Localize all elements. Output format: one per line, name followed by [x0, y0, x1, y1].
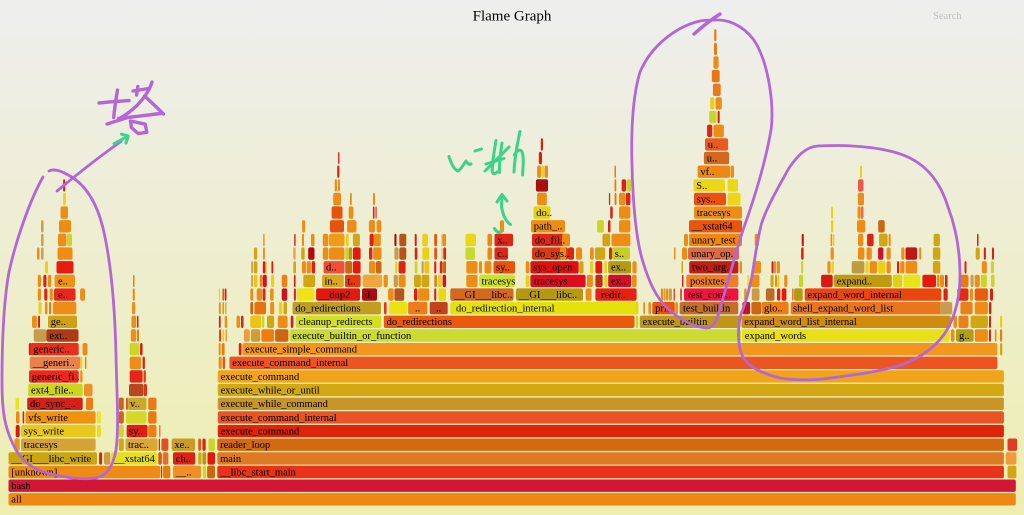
- svg-text:d..: d..: [365, 290, 376, 301]
- svg-text:do_redirections: do_redirections: [295, 304, 360, 315]
- svg-text:redir..: redir..: [601, 290, 626, 301]
- svg-text:do_sync_..: do_sync_..: [30, 399, 76, 410]
- svg-text:execute_simple_command: execute_simple_command: [245, 345, 358, 356]
- svg-text:glo..: glo..: [764, 304, 783, 315]
- svg-text:sys_open: sys_open: [533, 263, 573, 274]
- svg-text:unary_op.: unary_op.: [691, 249, 733, 260]
- svg-text:expand_word_list_internal: expand_word_list_internal: [744, 317, 857, 328]
- svg-text:ex..: ex..: [611, 276, 626, 287]
- svg-text:cleanup_redirects: cleanup_redirects: [299, 317, 373, 328]
- svg-text:u..: u..: [708, 140, 719, 151]
- svg-text:__..: __..: [175, 467, 192, 478]
- svg-text:..: ..: [415, 304, 420, 315]
- svg-text:execute_command_internal: execute_command_internal: [232, 358, 348, 369]
- svg-text:trac..: trac..: [128, 440, 149, 451]
- svg-text:main: main: [220, 454, 242, 465]
- svg-text:__GI___libc..: __GI___libc..: [453, 290, 512, 301]
- svg-text:expand..: expand..: [837, 276, 873, 287]
- svg-text:sy..: sy..: [496, 263, 510, 274]
- svg-text:vfs_write: vfs_write: [28, 413, 68, 424]
- svg-text:tracesys: tracesys: [24, 440, 58, 451]
- svg-text:do_redirections: do_redirections: [387, 317, 452, 328]
- svg-text:vf..: vf..: [700, 167, 714, 178]
- svg-text:reader_loop: reader_loop: [220, 440, 270, 451]
- svg-text:bash: bash: [11, 481, 31, 492]
- svg-text:__xstat64: __xstat64: [113, 454, 156, 465]
- svg-text:unary_test: unary_test: [692, 235, 736, 246]
- svg-text:Flame Graph: Flame Graph: [473, 9, 552, 25]
- svg-text:expand_words: expand_words: [745, 331, 806, 342]
- svg-text:ge..: ge..: [51, 317, 66, 328]
- svg-text:all: all: [11, 495, 22, 506]
- svg-text:shell_expand_word_list: shell_expand_word_list: [793, 304, 893, 315]
- svg-text:S..: S..: [696, 181, 707, 192]
- svg-text:ext4_file..: ext4_file..: [31, 386, 74, 397]
- svg-text:__GI___libc_write: __GI___libc_write: [10, 454, 91, 465]
- svg-text:do_sys..: do_sys..: [535, 249, 569, 260]
- svg-text:__dup2: __dup2: [318, 290, 351, 301]
- svg-text:execute_builtin_or_function: execute_builtin_or_function: [292, 331, 412, 342]
- svg-text:u..: u..: [707, 154, 718, 165]
- svg-text:Search: Search: [933, 11, 962, 22]
- svg-text:tracesys: tracesys: [697, 208, 731, 219]
- svg-text:ch..: ch..: [176, 454, 191, 465]
- svg-text:__libc_start_main: __libc_start_main: [219, 467, 297, 478]
- svg-text:sy..: sy..: [129, 427, 143, 438]
- svg-text:execute_command: execute_command: [221, 372, 300, 383]
- svg-text:pri..: pri..: [655, 304, 672, 315]
- svg-text:ext..: ext..: [49, 331, 67, 342]
- svg-text:t..: t..: [348, 276, 356, 287]
- svg-text:e..: e..: [58, 276, 68, 287]
- svg-text:__GI___libc..: __GI___libc..: [518, 290, 577, 301]
- svg-text:in..: in..: [325, 276, 338, 287]
- svg-text:generic_fi..: generic_fi..: [32, 372, 80, 383]
- svg-text:execute_command: execute_command: [221, 427, 300, 438]
- svg-text:execute_while_or_until: execute_while_or_until: [221, 386, 320, 397]
- svg-text:ex..: ex..: [611, 263, 626, 274]
- svg-text:s..: s..: [615, 249, 624, 260]
- svg-text:x..: x..: [497, 235, 508, 246]
- svg-text:execute_while_command: execute_while_command: [221, 399, 329, 410]
- svg-text:two_arg..: two_arg..: [692, 263, 731, 274]
- svg-text:d..: d..: [326, 263, 337, 274]
- svg-text:v..: v..: [130, 399, 140, 410]
- svg-text:[unknown]: [unknown]: [11, 467, 57, 478]
- svg-text:execute_builtin: execute_builtin: [643, 317, 708, 328]
- svg-text:e..: e..: [58, 290, 68, 301]
- svg-text:__xstat64: __xstat64: [691, 222, 734, 233]
- svg-text:c..: c..: [497, 249, 507, 260]
- svg-text:posixtes.: posixtes.: [690, 276, 727, 287]
- svg-text:..: ..: [436, 304, 441, 315]
- svg-text:do..: do..: [536, 208, 552, 219]
- svg-text:generic..: generic..: [33, 345, 69, 356]
- svg-text:__generi..: __generi..: [32, 358, 75, 369]
- svg-text:xe..: xe..: [174, 440, 189, 451]
- svg-text:path_..: path_..: [534, 222, 563, 233]
- svg-text:test_com..: test_com..: [688, 290, 731, 301]
- svg-text:g..: g..: [959, 331, 970, 342]
- svg-text:tracesys: tracesys: [534, 276, 568, 287]
- svg-text:execute_command_internal: execute_command_internal: [221, 413, 337, 424]
- svg-text:expand_word_internal: expand_word_internal: [808, 290, 903, 301]
- svg-text:tracesys: tracesys: [482, 276, 516, 287]
- svg-text:do_fil..: do_fil..: [535, 235, 565, 246]
- svg-text:sys_write: sys_write: [24, 427, 65, 438]
- svg-text:test_builtin: test_builtin: [683, 304, 731, 315]
- svg-text:sys..: sys..: [697, 194, 716, 205]
- svg-text:do_redirection_internal: do_redirection_internal: [456, 304, 555, 315]
